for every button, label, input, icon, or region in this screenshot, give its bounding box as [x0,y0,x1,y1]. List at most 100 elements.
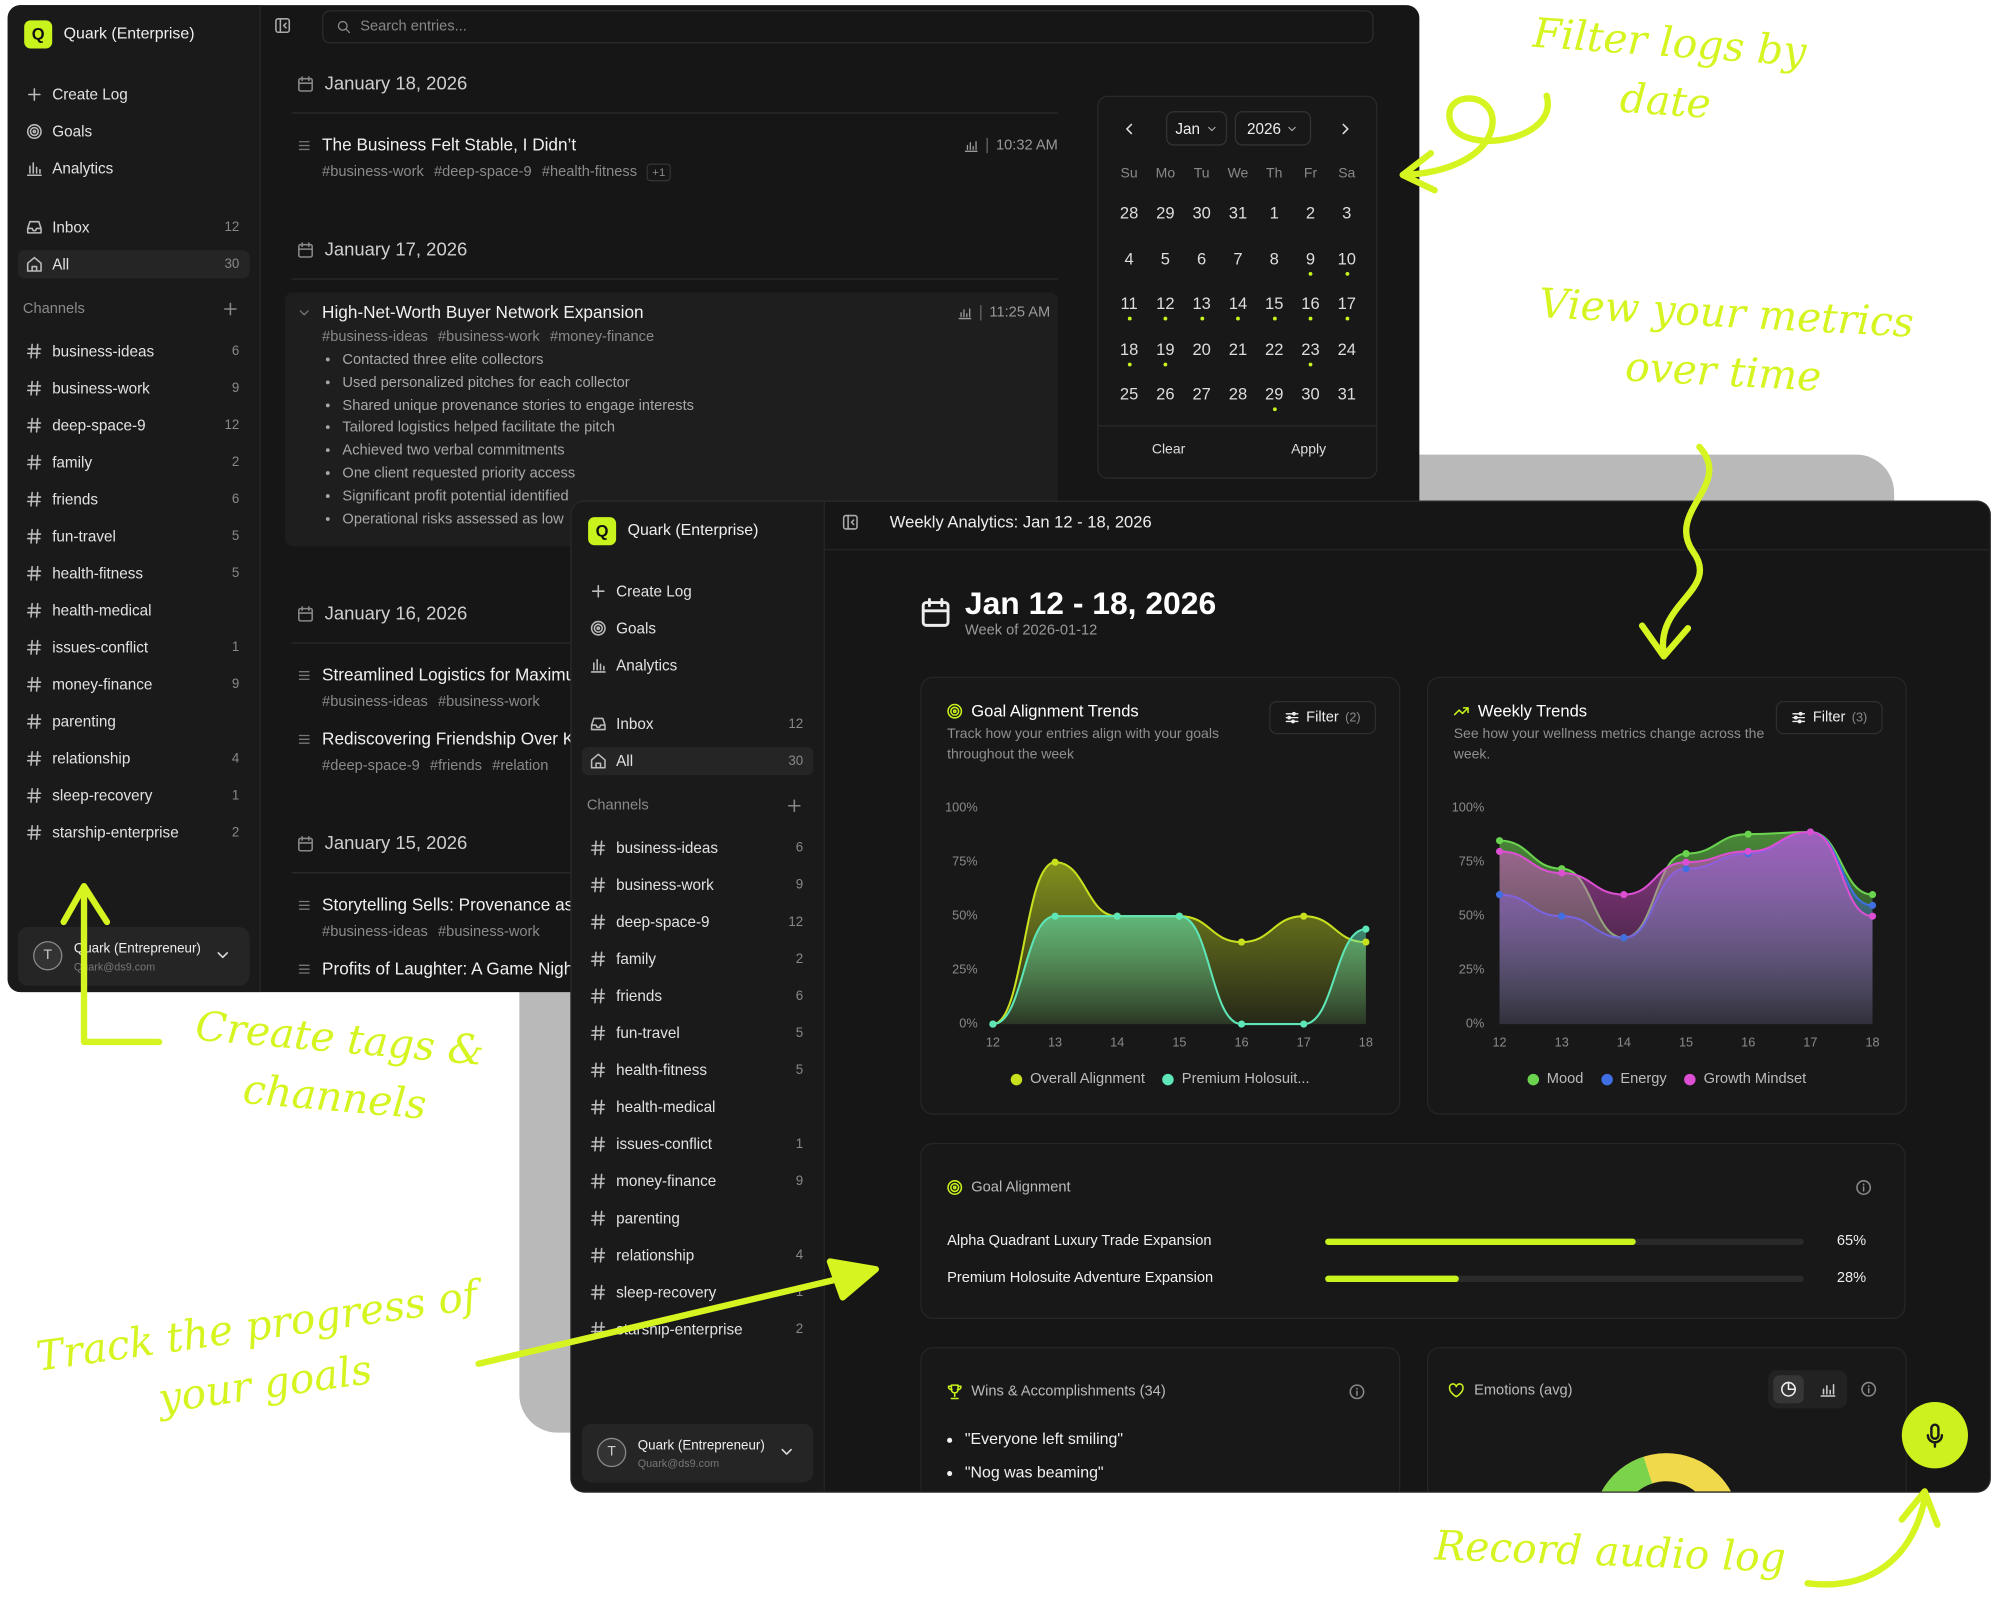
add-channel[interactable] [785,797,803,815]
calendar-day[interactable]: 19 [1156,339,1175,359]
calendar-day[interactable]: 27 [1192,384,1211,404]
calendar-day[interactable]: 17 [1337,293,1357,313]
nav-item[interactable]: Analytics [18,155,250,183]
channel-link[interactable]: friends 6 [582,982,814,1010]
calendar-day[interactable]: 18 [1119,339,1139,359]
calendar-day[interactable]: 6 [1197,248,1207,269]
tag[interactable]: #relation [492,758,549,775]
channel-link[interactable]: parenting [582,1204,814,1232]
channel-link[interactable]: issues-conflict 1 [582,1130,814,1158]
calendar-day[interactable]: 24 [1337,339,1357,359]
tag[interactable]: #business-work [438,329,540,345]
clear-button[interactable]: Clear [1151,441,1186,458]
prev-month[interactable] [1120,120,1138,138]
tag[interactable]: #business-work [438,695,540,711]
channel-link[interactable]: fun-travel 5 [18,522,250,550]
channel-link[interactable]: money-finance 9 [18,670,250,698]
channel-link[interactable]: issues-conflict 1 [18,633,250,661]
calendar-day[interactable]: 20 [1192,339,1211,359]
calendar-day[interactable]: 30 [1192,203,1211,223]
calendar-day[interactable]: 2 [1305,203,1316,223]
calendar-day[interactable]: 26 [1156,384,1175,404]
calendar-day[interactable]: 4 [1124,248,1134,269]
user-card[interactable]: T Quark (Entrepreneur) Quark@ds9.com [581,1423,814,1483]
channel-link[interactable]: fun-travel 5 [582,1019,814,1047]
calendar-day[interactable]: 13 [1192,293,1211,313]
log-entry[interactable]: Profits of Laughter: A Game Nigh [292,943,1058,992]
user-card[interactable]: T Quark (Entrepreneur) Quark@ds9.com [17,927,250,986]
nav-item[interactable]: Create Log [582,577,814,605]
calendar-day[interactable]: 16 [1301,293,1320,313]
log-entry[interactable]: Storytelling Sells: Provenance as #busine… [292,879,1058,943]
channel-link[interactable]: money-finance 9 [582,1167,814,1195]
log-entry[interactable]: Rediscovering Friendship Over K #deep-spa… [292,713,1058,777]
nav-item[interactable]: Goals [18,117,250,145]
channel-link[interactable]: business-ideas 6 [18,337,250,365]
channel-link[interactable]: health-fitness 5 [582,1056,814,1084]
info-icon[interactable] [1855,1179,1873,1197]
calendar-day[interactable]: 28 [1119,203,1139,223]
tag[interactable]: #friends [429,758,483,775]
add-channel[interactable] [221,300,239,318]
month-select[interactable]: Jan [1166,111,1228,146]
calendar-day[interactable]: 23 [1301,339,1320,359]
channel-link[interactable]: business-work 9 [582,871,814,899]
channel-link[interactable]: business-work 9 [18,374,250,402]
tag[interactable]: #business-work [322,164,424,181]
nav-item[interactable]: Create Log [18,80,250,108]
nav-item[interactable]: Goals [582,614,814,642]
channel-link[interactable]: deep-space-9 12 [18,411,250,439]
tag[interactable]: #business-ideas [322,695,428,711]
sidebar-toggle[interactable] [841,513,859,531]
calendar-day[interactable]: 8 [1269,248,1279,269]
calendar-day[interactable]: 29 [1156,203,1175,223]
calendar-day[interactable]: 3 [1342,203,1352,223]
calendar-day[interactable]: 14 [1228,293,1248,313]
calendar-day[interactable]: 31 [1228,203,1248,223]
inbox-link[interactable]: Inbox 12 [582,710,814,738]
next-month[interactable] [1337,120,1355,138]
log-entry[interactable]: Streamlined Logistics for Maximu #busines… [292,649,1058,713]
tag[interactable]: #business-work [438,924,540,941]
calendar-day[interactable]: 11 [1120,293,1138,313]
calendar-day[interactable]: 5 [1160,248,1170,269]
apply-button[interactable]: Apply [1291,441,1327,458]
info-icon[interactable] [1860,1380,1878,1398]
tag[interactable]: #deep-space-9 [433,164,532,181]
calendar-day[interactable]: 30 [1301,384,1320,404]
channel-link[interactable]: health-medical [18,596,250,624]
channel-link[interactable]: health-fitness 5 [18,559,250,587]
channel-link[interactable]: relationship 4 [18,744,250,772]
filter-button[interactable]: Filter (2) [1269,701,1377,735]
calendar-day[interactable]: 12 [1156,293,1175,313]
calendar-day[interactable]: 21 [1228,339,1248,359]
search-box[interactable]: Search entries... [322,10,1374,44]
tag[interactable]: #business-ideas [322,329,428,345]
sidebar-toggle[interactable] [274,17,292,35]
tag[interactable]: #health-fitness [541,164,638,181]
channel-link[interactable]: sleep-recovery 1 [18,781,250,809]
channel-link[interactable]: health-medical [582,1093,814,1121]
bar-view[interactable] [1812,1375,1843,1403]
calendar-day[interactable]: 28 [1228,384,1248,404]
tag[interactable]: #deep-space-9 [322,758,420,775]
tag[interactable]: #money-finance [549,329,655,345]
record-audio-button[interactable] [1901,1402,1968,1469]
filter-button[interactable]: Filter (3) [1775,701,1883,735]
pie-view[interactable] [1772,1375,1804,1404]
calendar-day[interactable]: 29 [1265,384,1284,404]
year-select[interactable]: 2026 [1234,111,1312,146]
calendar-day[interactable]: 1 [1269,203,1279,223]
nav-item[interactable]: Analytics [582,651,814,679]
calendar-day[interactable]: 15 [1265,293,1284,313]
tag[interactable]: #business-ideas [322,924,428,941]
channel-link[interactable]: sleep-recovery 1 [582,1278,814,1306]
all-link[interactable]: All 30 [17,250,250,279]
channel-link[interactable]: deep-space-9 12 [582,908,814,936]
channel-link[interactable]: business-ideas 6 [582,834,814,862]
all-link[interactable]: All 30 [581,746,814,776]
calendar-day[interactable]: 22 [1265,339,1284,359]
channel-link[interactable]: relationship 4 [582,1241,814,1269]
channel-link[interactable]: family 2 [18,448,250,476]
inbox-link[interactable]: Inbox 12 [18,213,250,241]
